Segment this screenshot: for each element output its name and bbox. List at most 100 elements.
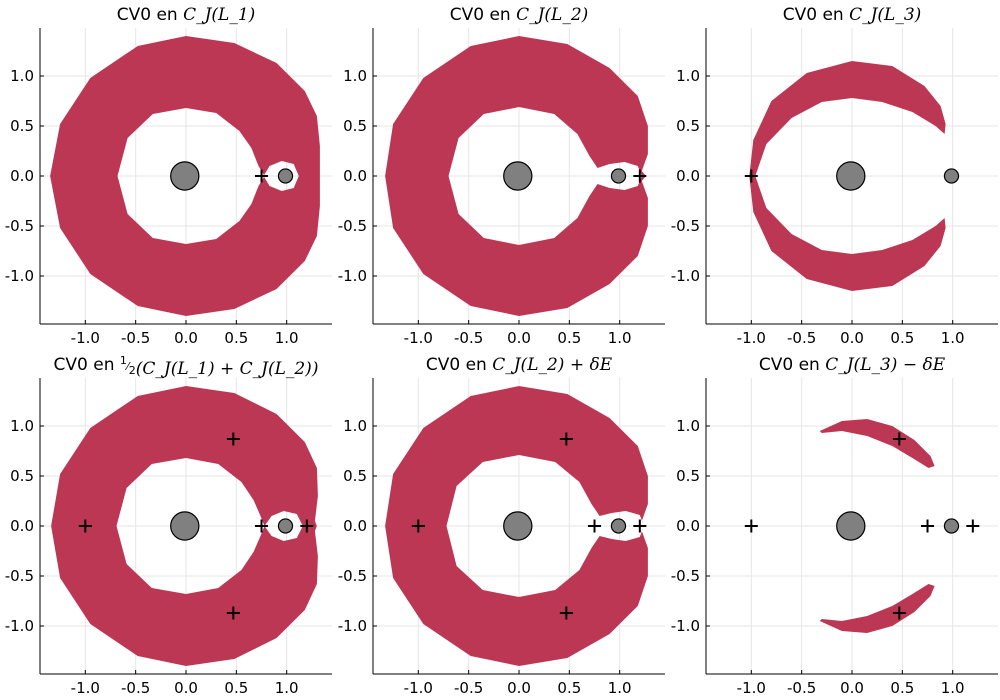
secondary-body-marker [277,518,294,534]
x-tick-label: -1.0 [404,679,433,697]
y-tick-label: 1.0 [343,67,367,85]
lagrange-point-marker [559,432,573,446]
lagrange-point-marker [633,519,647,533]
y-tick-label: -1.0 [5,617,34,635]
lagrange-point-marker [966,519,980,533]
lagrange-point-marker [892,606,906,620]
forbidden-region [385,386,648,666]
y-tick-label: 1.0 [676,67,700,85]
y-tick-label: 1.0 [676,417,700,435]
panel-title: CV0 en C_J(L_2) [450,5,589,25]
y-tick-label: 0.5 [343,467,367,485]
y-tick-label: 0.0 [10,517,34,535]
x-tick-label: 1.0 [941,329,965,347]
panel-title: CV0 en C_J(L_3) − δE [759,355,946,375]
primary-body-marker [170,161,200,191]
x-tick-label: 1.0 [941,679,965,697]
x-tick-label: -1.0 [404,329,433,347]
panel-CV0-CJ-L1-L2-mean: -1.0 -0.5 0.0 0.5 1.0 -1.0 -0.5 0.0 0.5 1.0 CV0 en… [5,354,332,697]
y-tick-label: 0.5 [343,117,367,135]
lagrange-point-marker [744,169,758,183]
x-tick-label: -1.0 [737,679,766,697]
x-tick-label: -0.5 [454,679,483,697]
y-tick-label: -0.5 [338,217,367,235]
forbidden-region [50,36,320,316]
secondary-body-marker [610,518,627,534]
y-tick-label: -1.0 [671,267,700,285]
panel-title: CV0 en C_J(L_3) [783,5,922,25]
x-tick-label: -0.5 [787,679,816,697]
lagrange-point-marker [633,169,647,183]
x-tick-label: 0.0 [507,679,531,697]
x-tick-label: 0.0 [507,329,531,347]
lagrange-point-marker [226,432,240,446]
primary-body-marker [836,511,866,541]
y-tick-label: 0.0 [343,167,367,185]
x-tick-label: 0.0 [174,679,198,697]
y-tick-label: 1.0 [343,417,367,435]
lagrange-point-marker [255,169,269,183]
x-tick-label: 0.0 [174,329,198,347]
y-tick-label: 1.0 [10,417,34,435]
secondary-body-marker [277,168,294,184]
y-tick-label: -0.5 [5,567,34,585]
y-tick-label: 0.0 [343,517,367,535]
panel-title: CV0 en C_J(L_2) + δE [426,355,613,375]
primary-body-marker [503,511,533,541]
x-tick-label: 0.5 [890,329,914,347]
primary-body-marker [836,161,866,191]
y-tick-label: 0.5 [676,117,700,135]
panel-title: CV0 en C_J(L_1) [117,5,256,25]
secondary-body-marker [610,168,627,184]
y-tick-label: 0.0 [10,167,34,185]
panel-CV0-CJ-L2-plus-dE: -1.0 -0.5 0.0 0.5 1.0 -1.0 -0.5 0.0 0.5 1.0 CV0 en… [338,355,665,697]
y-tick-label: -0.5 [5,217,34,235]
lagrange-point-marker [255,519,269,533]
x-tick-label: 1.0 [608,679,632,697]
y-tick-label: -0.5 [671,567,700,585]
x-tick-label: -0.5 [787,329,816,347]
y-tick-label: 0.5 [10,467,34,485]
y-tick-label: -1.0 [671,617,700,635]
lagrange-point-marker [411,519,425,533]
x-tick-label: -1.0 [737,329,766,347]
forbidden-region [51,386,318,666]
y-tick-label: 0.5 [10,117,34,135]
y-tick-label: -1.0 [5,267,34,285]
x-tick-label: 1.0 [275,679,299,697]
panel-CV0-CJ-L3-minus-dE: -1.0 -0.5 0.0 0.5 1.0 -1.0 -0.5 0.0 0.5 1.0 CV0 en… [671,355,998,697]
panel-CV0-CJ-L3: -1.0 -0.5 0.0 0.5 1.0 -1.0 -0.5 0.0 0.5 1.0 CV0 en… [671,5,998,347]
x-tick-label: 0.5 [557,679,581,697]
primary-body-marker [503,161,533,191]
y-tick-label: 0.0 [676,167,700,185]
lagrange-point-marker [588,519,602,533]
lagrange-point-marker [226,606,240,620]
x-tick-label: 0.5 [224,679,248,697]
panel-CV0-CJ-L2: -1.0 -0.5 0.0 0.5 1.0 -1.0 -0.5 0.0 0.5 1.0 CV0 en… [338,5,665,347]
lagrange-point-marker [559,606,573,620]
y-tick-label: 1.0 [10,67,34,85]
primary-body-marker [170,511,200,541]
x-tick-label: 0.0 [840,329,864,347]
x-tick-label: 1.0 [275,329,299,347]
x-tick-label: 0.5 [224,329,248,347]
x-tick-label: -0.5 [121,679,150,697]
secondary-body-marker [943,168,960,184]
panel-CV0-CJ-L1: -1.0 -0.5 0.0 0.5 1.0 -1.0 -0.5 0.0 0.5 1.0 CV0 en… [5,5,332,347]
lagrange-point-marker [744,519,758,533]
x-tick-label: -0.5 [454,329,483,347]
y-tick-label: -0.5 [671,217,700,235]
x-tick-label: 1.0 [608,329,632,347]
y-tick-label: -1.0 [338,267,367,285]
forbidden-region [385,36,648,316]
lagrange-point-marker [892,432,906,446]
y-tick-label: 0.5 [676,467,700,485]
secondary-body-marker [943,518,960,534]
x-tick-label: 0.0 [840,679,864,697]
y-tick-label: 0.0 [676,517,700,535]
x-tick-label: -0.5 [121,329,150,347]
x-tick-label: -1.0 [71,679,100,697]
x-tick-label: 0.5 [557,329,581,347]
x-tick-label: 0.5 [890,679,914,697]
